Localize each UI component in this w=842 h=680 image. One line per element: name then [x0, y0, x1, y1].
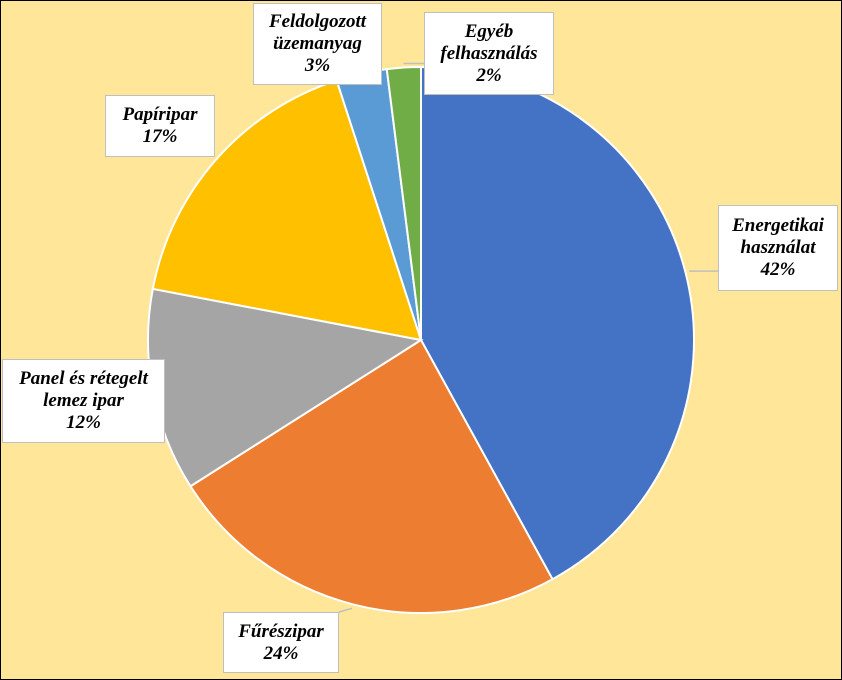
- pie-slice: [189, 338, 554, 615]
- category-label: Energetikai használat: [732, 215, 824, 258]
- category-label: Egyéb felhasználás: [440, 20, 538, 64]
- data-label: Papíripar 17%: [105, 95, 215, 157]
- value-label: 3%: [304, 55, 331, 76]
- value-label: 12%: [66, 412, 101, 433]
- value-label: 24%: [263, 642, 299, 664]
- data-label: Panel és rétegelt lemez ipar 12%: [2, 359, 165, 443]
- pie-slice: [151, 79, 423, 342]
- leader-line: [338, 607, 353, 613]
- value-label: 42%: [760, 259, 796, 280]
- data-label: Egyéb felhasználás 2%: [424, 12, 554, 95]
- pie-slice: [385, 65, 422, 341]
- category-label: Panel és rétegelt lemez ipar: [19, 368, 148, 411]
- value-label: 2%: [476, 64, 502, 86]
- value-label: 17%: [142, 126, 178, 147]
- data-label: Feldolgozott üzemanyag 3%: [253, 3, 382, 85]
- data-label: Energetikai használat 42%: [718, 205, 838, 291]
- category-label: Feldolgozott üzemanyag: [268, 11, 367, 54]
- category-label: Fűrészipar: [238, 620, 324, 642]
- category-label: Papíripar: [122, 104, 198, 125]
- data-label: Fűrészipar 24%: [223, 612, 339, 673]
